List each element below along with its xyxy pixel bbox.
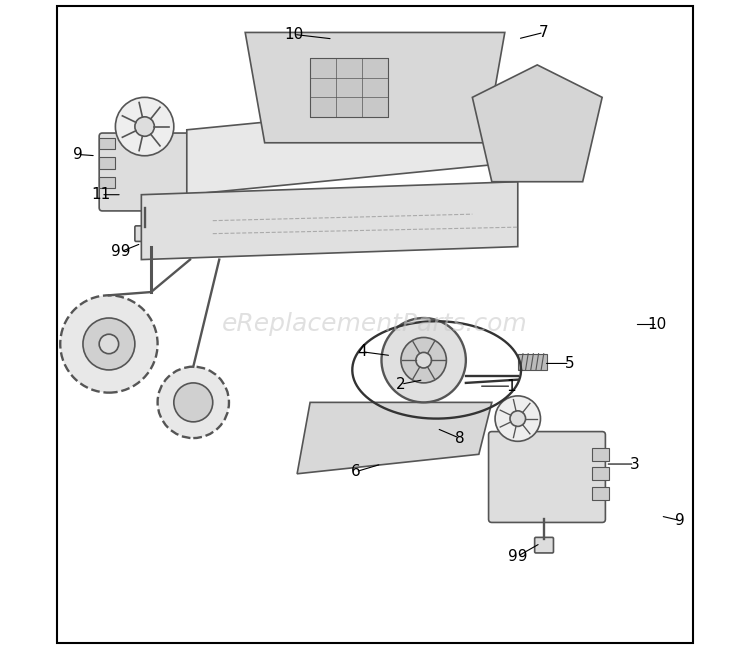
Circle shape xyxy=(135,117,154,136)
Circle shape xyxy=(158,367,229,438)
Text: eReplacementParts.com: eReplacementParts.com xyxy=(222,313,528,336)
Text: 5: 5 xyxy=(565,356,574,371)
Bar xyxy=(518,354,547,370)
Circle shape xyxy=(416,352,431,368)
Text: 10: 10 xyxy=(648,317,667,332)
Text: 3: 3 xyxy=(630,456,640,472)
Circle shape xyxy=(99,334,118,354)
Text: 99: 99 xyxy=(508,548,527,564)
Text: 9: 9 xyxy=(675,513,685,528)
Circle shape xyxy=(401,337,446,383)
Bar xyxy=(99,177,116,188)
Polygon shape xyxy=(187,97,518,195)
FancyBboxPatch shape xyxy=(99,133,190,211)
Text: 2: 2 xyxy=(396,376,406,392)
Circle shape xyxy=(116,97,174,156)
Polygon shape xyxy=(472,65,602,182)
Bar xyxy=(592,448,609,461)
Text: 11: 11 xyxy=(92,187,111,202)
Bar xyxy=(99,157,116,169)
Bar xyxy=(99,138,116,149)
Polygon shape xyxy=(245,32,505,143)
Text: 9: 9 xyxy=(73,147,82,162)
Circle shape xyxy=(382,318,466,402)
Circle shape xyxy=(174,383,213,422)
Text: 1: 1 xyxy=(506,378,516,394)
Text: 4: 4 xyxy=(357,344,367,360)
FancyBboxPatch shape xyxy=(535,537,554,553)
Bar xyxy=(310,58,388,117)
Text: 6: 6 xyxy=(351,464,361,480)
Bar xyxy=(592,467,609,480)
Text: 10: 10 xyxy=(284,27,304,42)
Circle shape xyxy=(510,411,526,426)
FancyBboxPatch shape xyxy=(135,226,154,241)
Text: 8: 8 xyxy=(454,430,464,446)
Polygon shape xyxy=(141,182,518,260)
Circle shape xyxy=(495,396,541,441)
Polygon shape xyxy=(297,402,492,474)
Text: 99: 99 xyxy=(111,244,130,260)
Bar xyxy=(592,487,609,500)
Circle shape xyxy=(60,295,158,393)
Text: 7: 7 xyxy=(539,25,548,40)
Circle shape xyxy=(83,318,135,370)
FancyBboxPatch shape xyxy=(488,432,605,522)
